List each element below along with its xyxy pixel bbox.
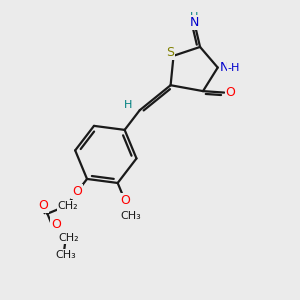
Text: O: O: [72, 185, 82, 198]
Text: N: N: [190, 16, 199, 29]
Text: CH₃: CH₃: [56, 250, 76, 260]
Text: N: N: [220, 61, 229, 74]
Text: O: O: [226, 86, 236, 99]
Text: CH₂: CH₂: [58, 201, 78, 211]
Text: O: O: [51, 218, 61, 232]
Text: CH₃: CH₃: [121, 211, 142, 220]
Text: CH₂: CH₂: [58, 233, 79, 243]
Text: O: O: [120, 194, 130, 207]
Text: H: H: [124, 100, 133, 110]
Text: H: H: [190, 12, 198, 22]
Text: -H: -H: [228, 63, 240, 73]
Text: S: S: [166, 46, 174, 59]
Text: O: O: [38, 199, 48, 212]
